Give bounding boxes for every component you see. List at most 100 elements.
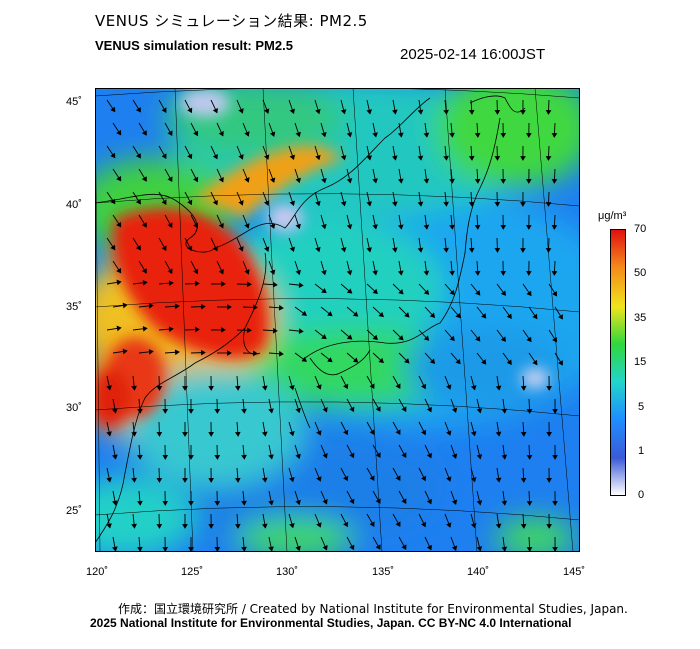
wind-arrow-head [372, 334, 378, 340]
wind-arrow-head [295, 545, 301, 552]
wind-arrow-head [135, 153, 141, 159]
wind-arrow-head [526, 225, 532, 230]
wind-arrow-head [327, 311, 333, 317]
wind-arrow-head [494, 248, 501, 253]
wind-arrow-head [247, 281, 252, 288]
wind-arrow-head [375, 452, 381, 458]
lat-label-30: 30˚ [66, 402, 82, 414]
wind-arrow-head [327, 357, 333, 363]
wind-arrow-head [468, 109, 475, 115]
wind-arrow-head [212, 107, 218, 114]
wind-arrow-head [321, 177, 327, 184]
wind-arrow-head [269, 223, 276, 229]
colorbar [610, 229, 626, 496]
wind-arrow-head [423, 132, 430, 138]
wind-arrow-head [349, 498, 355, 505]
wind-arrow-head [289, 476, 295, 483]
wind-arrow-head [378, 311, 384, 318]
wind-arrow-head [208, 524, 214, 529]
title-english: VENUS simulation result: PM2.5 [95, 38, 293, 53]
wind-arrow-head [526, 290, 532, 297]
wind-arrow-head [481, 359, 487, 365]
wind-arrow-head [398, 289, 404, 295]
wind-arrow-head [253, 350, 258, 357]
wind-arrow-head [520, 202, 526, 207]
colorbar-tick-0: 0 [638, 489, 645, 501]
wind-arrow-head [526, 501, 533, 506]
wind-arrow-head [526, 179, 532, 184]
wind-arrow-head [501, 408, 508, 414]
wind-arrow-head [526, 409, 533, 414]
wind-arrow-head [193, 130, 199, 137]
wind-arrow-head [526, 271, 532, 276]
wind-arrow-head [423, 224, 430, 230]
wind-arrow-head [372, 224, 378, 230]
wind-arrow-head [494, 156, 501, 161]
wind-arrow-head [214, 409, 221, 414]
colorbar-tick-70: 70 [634, 223, 647, 235]
wind-arrow-head [449, 289, 455, 296]
wind-arrow-head [470, 431, 477, 437]
wind-arrow-head [346, 178, 353, 184]
wind-arrow-head [546, 386, 552, 391]
wind-arrow-head [475, 336, 481, 342]
wind-arrow-head [131, 431, 137, 437]
wind-arrow-head [122, 302, 128, 309]
wind-arrow-head [520, 477, 527, 483]
wind-arrow-head [369, 521, 375, 527]
wind-arrow-head [474, 224, 481, 230]
wind-arrow-head [546, 432, 552, 437]
wind-arrow-head [420, 429, 427, 436]
wind-arrow-head [174, 303, 180, 310]
lat-label-35: 35˚ [66, 301, 82, 313]
wind-arrow-head [404, 312, 410, 318]
wind-arrow-head [122, 348, 128, 355]
wind-arrow-head [520, 431, 527, 437]
wind-arrow-head [218, 222, 224, 229]
wind-arrow-head [167, 130, 173, 136]
wind-arrow-head [343, 383, 349, 390]
wind-arrow-head [369, 475, 375, 481]
wind-arrow-head [346, 224, 353, 230]
wind-arrow-head [526, 455, 533, 460]
wind-arrow-head [167, 222, 173, 228]
wind-arrow-head [238, 108, 244, 114]
wind-arrow-head [392, 247, 398, 253]
wind-arrow-head [316, 430, 322, 436]
wind-arrow-head [212, 153, 218, 160]
wind-arrow-head [106, 431, 112, 437]
wind-arrow-head [446, 476, 452, 482]
wind-arrow-head [214, 547, 221, 552]
wind-arrow-head [401, 544, 407, 550]
wind-arrow-head [148, 303, 154, 309]
wind-arrow-head [346, 132, 353, 138]
wind-arrow-head [426, 452, 432, 459]
wind-arrow-head [188, 455, 194, 460]
wind-arrow-head [142, 325, 148, 332]
wind-arrow-head [218, 268, 224, 275]
wind-arrow-head [289, 430, 295, 437]
wind-arrow-head [397, 224, 404, 230]
wind-arrow-head [322, 545, 328, 551]
wind-arrow-head [110, 152, 116, 159]
colorbar-tick-5: 5 [638, 401, 645, 413]
wind-arrow-head [343, 429, 349, 436]
wind-arrow-head [278, 304, 284, 311]
wind-arrow-head [501, 546, 508, 552]
wind-arrow-head [110, 106, 116, 113]
wind-arrow-head [182, 432, 188, 437]
wind-arrow-head [234, 477, 241, 483]
wind-arrow-head [446, 522, 452, 528]
wind-arrow-head [201, 303, 206, 310]
wind-arrow-head [468, 247, 475, 253]
wind-arrow-head [375, 406, 381, 412]
wind-arrow-head [116, 279, 122, 286]
wind-arrow-head [443, 247, 449, 253]
wind-arrow-head [316, 384, 322, 390]
wind-arrow-head [156, 432, 163, 437]
wind-arrow-head [455, 358, 461, 365]
wind-arrow-head [221, 281, 226, 287]
wind-arrow-head [182, 386, 188, 391]
wind-arrow-head [195, 326, 200, 333]
wind-arrow-head [116, 221, 122, 228]
